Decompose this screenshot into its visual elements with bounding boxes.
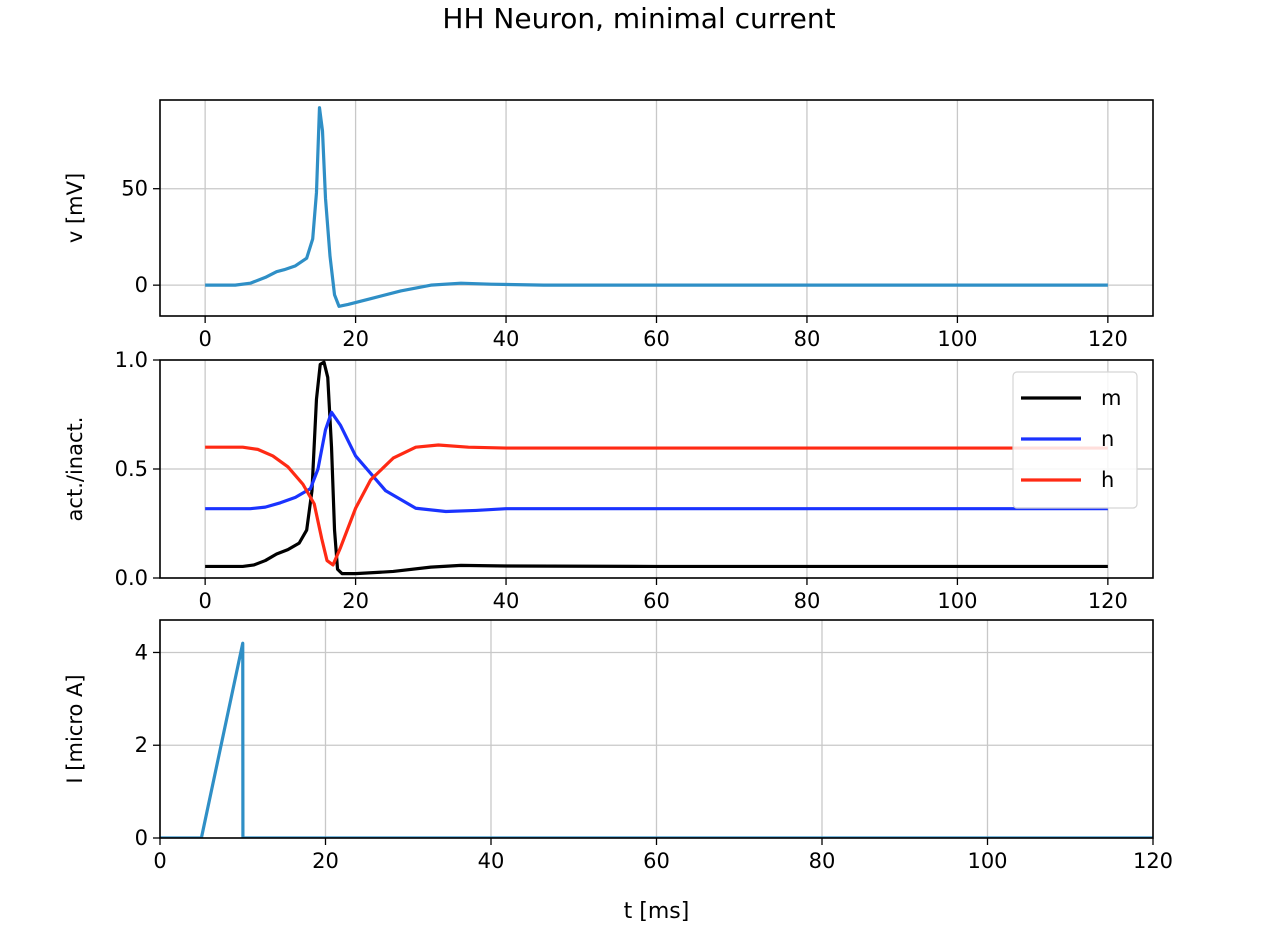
y-tick-label: 1.0 — [115, 348, 148, 372]
figure-title: HH Neuron, minimal current — [442, 2, 836, 35]
y-tick-label: 0 — [135, 273, 148, 297]
x-tick-label: 40 — [493, 589, 520, 613]
current-subplot: 0 20 40 60 80 100 120 0 2 4 I [micro A] t [ms] — [63, 619, 1173, 924]
y-tick-label: 4 — [135, 640, 148, 664]
legend-label-h: h — [1101, 468, 1114, 492]
x-tick-label: 120 — [1088, 589, 1128, 613]
x-tick-label: 80 — [794, 327, 821, 351]
x-tick-label: 0 — [198, 327, 211, 351]
x-tick-label: 20 — [342, 327, 369, 351]
x-tick-label: 80 — [794, 589, 821, 613]
x-tick-label: 60 — [643, 849, 670, 873]
x-tick-label: 40 — [478, 849, 505, 873]
x-tick-label: 20 — [342, 589, 369, 613]
x-tick-label: 100 — [937, 589, 977, 613]
x-tick-label: 40 — [493, 327, 520, 351]
x-tick-label: 60 — [643, 589, 670, 613]
y-tick-label: 0 — [135, 826, 148, 850]
y-axis-label: v [mV] — [63, 173, 87, 243]
legend-label-n: n — [1101, 427, 1114, 451]
x-tick-label: 20 — [312, 849, 339, 873]
x-tick-label: 100 — [967, 849, 1007, 873]
series-line-m — [205, 360, 1108, 576]
y-tick-label: 0.5 — [115, 457, 148, 481]
y-tick-label: 2 — [135, 733, 148, 757]
series-line-h — [205, 443, 1108, 567]
y-tick-label: 0.0 — [115, 566, 148, 590]
legend: mnh — [1012, 371, 1138, 509]
x-tick-label: 80 — [809, 849, 836, 873]
x-tick-label: 120 — [1088, 327, 1128, 351]
series-line-I — [160, 641, 1153, 838]
series-line-v — [205, 106, 1108, 308]
series-line-n — [205, 410, 1108, 514]
y-tick-label: 50 — [121, 177, 148, 201]
y-axis-label: I [micro A] — [63, 674, 87, 783]
gating-subplot: 0 20 40 60 80 100 120 0.0 0.5 1.0 act./inact. mnh — [63, 348, 1154, 613]
x-axis-label: t [ms] — [624, 899, 690, 924]
x-tick-label: 0 — [153, 849, 166, 873]
legend-label-m: m — [1101, 386, 1121, 410]
voltage-subplot: 0 20 40 60 80 100 120 0 50 v [mV] — [63, 99, 1154, 351]
x-tick-label: 60 — [643, 327, 670, 351]
x-tick-label: 0 — [198, 589, 211, 613]
x-tick-label: 100 — [937, 327, 977, 351]
x-tick-label: 120 — [1133, 849, 1173, 873]
y-axis-label: act./inact. — [63, 417, 87, 522]
